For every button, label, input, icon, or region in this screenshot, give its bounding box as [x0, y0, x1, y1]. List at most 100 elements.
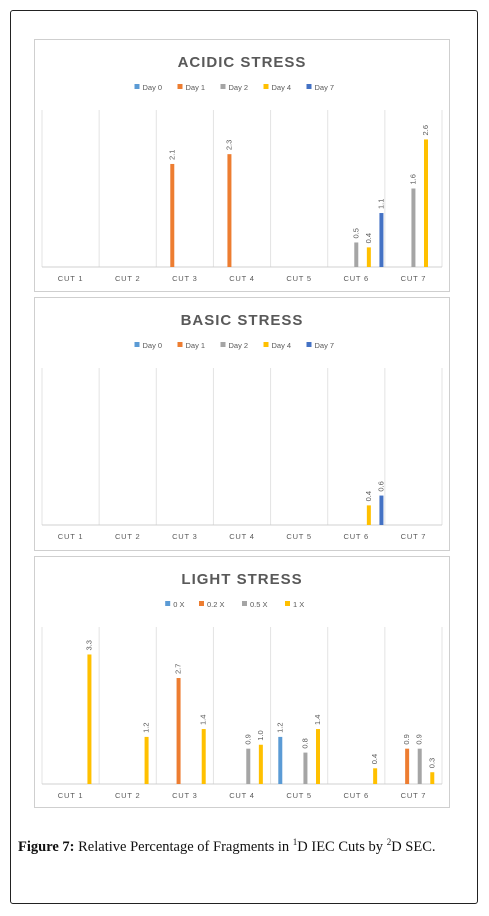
- acidic-stress-tick-label-cut-6: CUT 6: [344, 274, 370, 283]
- figure-frame: [10, 10, 478, 904]
- caption-text-2: D IEC Cuts by: [297, 838, 387, 855]
- light-stress-plot: LIGHT STRESS 0 X 0.2 X 0.5 X 1 X CUT 1 CUT 2 CU…: [41, 571, 443, 800]
- caption-label: Figure 7:: [18, 838, 75, 855]
- light-stress-tick-label-cut-5: CUT 5: [286, 791, 312, 800]
- light-stress-bar-cut-3-0-2-x: [176, 678, 181, 784]
- light-stress-legend-label-0-x: 0 X: [173, 600, 184, 609]
- light-stress-legend-label-0-5-x: 0.5 X: [250, 600, 268, 609]
- light-stress-data-label-cut-6-1-x: 0.4: [370, 754, 379, 764]
- basic-stress-legend-label-day-7: Day 7: [315, 341, 335, 350]
- light-stress-bar-cut-7-1-x: [430, 772, 435, 784]
- acidic-stress-legend-swatch-day-4: [263, 84, 269, 89]
- light-stress-data-label-cut-2-1-x: 1.2: [142, 722, 151, 732]
- light-stress-data-label-cut-3-1-x: 1.4: [199, 715, 208, 725]
- acidic-stress-data-label-cut-7-day-2: 1.6: [408, 174, 417, 184]
- light-stress-legend-swatch-0-5-x: [242, 601, 247, 606]
- basic-stress-legend-label-day-4: Day 4: [272, 341, 292, 350]
- caption-text-3: D SEC.: [391, 838, 436, 855]
- light-stress-legend-swatch-1-x: [285, 601, 290, 606]
- basic-stress-legend-label-day-2: Day 2: [229, 341, 249, 350]
- acidic-stress-data-label-cut-4-day-1: 2.3: [224, 140, 233, 150]
- acidic-stress-legend-swatch-day-2: [220, 84, 226, 89]
- light-stress-tick-label-cut-4: CUT 4: [229, 791, 255, 800]
- acidic-stress-legend-swatch-day-0: [134, 84, 140, 89]
- light-stress-tick-label-cut-3: CUT 3: [172, 791, 198, 800]
- light-stress-legend-swatch-0-2-x: [199, 601, 204, 606]
- light-stress-legend-label-1-x: 1 X: [293, 600, 304, 609]
- light-stress-title: LIGHT STRESS: [181, 571, 302, 588]
- acidic-stress-legend-swatch-day-1: [177, 84, 183, 89]
- acidic-stress-plot: ACIDIC STRESS Day 0 Day 1 Day 2 Day 4 Day 7 CU…: [41, 54, 443, 283]
- basic-stress-tick-label-cut-7: CUT 7: [401, 532, 427, 541]
- acidic-stress-bar-cut-6-day-2: [354, 242, 359, 267]
- light-stress-legend-label-0-2-x: 0.2 X: [207, 600, 225, 609]
- light-stress-data-label-cut-7-1-x: 0.3: [427, 758, 436, 768]
- light-stress-bar-cut-5-1-x: [316, 729, 320, 784]
- light-stress-chart: LIGHT STRESS 0 X 0.2 X 0.5 X 1 X CUT 1 CUT 2 CU…: [34, 556, 450, 808]
- acidic-stress-data-label-cut-3-day-1: 2.1: [167, 150, 176, 160]
- light-stress-data-label-cut-3-0-2-x: 2.7: [174, 664, 183, 674]
- acidic-stress-tick-label-cut-7: CUT 7: [401, 274, 427, 283]
- basic-stress-legend-swatch-day-0: [134, 342, 140, 347]
- acidic-stress-legend-label-day-2: Day 2: [229, 83, 249, 92]
- basic-stress-legend-swatch-day-4: [263, 342, 269, 347]
- light-stress-bar-cut-5-0-x: [278, 736, 283, 784]
- acidic-stress-data-label-cut-6-day-2: 0.5: [351, 228, 360, 238]
- caption-sup-2: 2: [386, 837, 392, 847]
- basic-stress-data-label-cut-6-day-7: 0.6: [376, 481, 385, 491]
- light-stress-bar-cut-2-1-x: [144, 736, 149, 784]
- basic-stress-data-label-cut-6-day-4: 0.4: [364, 491, 373, 501]
- light-stress-data-label-cut-5-1-x: 1.4: [313, 715, 322, 725]
- light-stress-tick-label-cut-1: CUT 1: [58, 791, 84, 800]
- acidic-stress-chart: ACIDIC STRESS Day 0 Day 1 Day 2 Day 4 Day 7 CU…: [34, 39, 450, 292]
- acidic-stress-tick-label-cut-5: CUT 5: [286, 274, 312, 283]
- basic-stress-plot: BASIC STRESS Day 0 Day 1 Day 2 Day 4 Day 7 CUT…: [41, 312, 443, 541]
- light-stress-data-label-cut-4-1-x: 1.0: [256, 730, 265, 740]
- basic-stress-tick-label-cut-3: CUT 3: [172, 532, 198, 541]
- acidic-stress-legend-label-day-4: Day 4: [272, 83, 292, 92]
- basic-stress-bar-cut-6-day-4: [366, 505, 371, 525]
- light-stress-legend-swatch-0-x: [165, 601, 171, 606]
- acidic-stress-bar-cut-4-day-1: [227, 154, 232, 267]
- basic-stress-tick-label-cut-1: CUT 1: [58, 532, 84, 541]
- basic-stress-chart: BASIC STRESS Day 0 Day 1 Day 2 Day 4 Day 7 CUT…: [34, 297, 450, 551]
- light-stress-bar-cut-7-0-2-x: [405, 748, 410, 784]
- basic-stress-legend-swatch-day-7: [306, 342, 312, 347]
- acidic-stress-legend-label-day-0: Day 0: [143, 83, 163, 92]
- light-stress-data-label-cut-4-0-5-x: 0.9: [243, 734, 252, 744]
- acidic-stress-tick-label-cut-3: CUT 3: [172, 274, 198, 283]
- basic-stress-tick-label-cut-4: CUT 4: [229, 532, 255, 541]
- light-stress-data-label-cut-5-0-5-x: 0.8: [300, 738, 309, 748]
- acidic-stress-legend-swatch-day-7: [306, 84, 312, 89]
- light-stress-data-label-cut-7-0-2-x: 0.9: [402, 734, 411, 744]
- caption-sup-1: 1: [292, 837, 298, 847]
- acidic-stress-bar-cut-6-day-4: [366, 247, 371, 267]
- basic-stress-legend-swatch-day-1: [177, 342, 183, 347]
- acidic-stress-data-label-cut-6-day-4: 0.4: [364, 233, 373, 243]
- basic-stress-legend-label-day-1: Day 1: [186, 341, 206, 350]
- acidic-stress-title: ACIDIC STRESS: [178, 54, 307, 71]
- basic-stress-tick-label-cut-5: CUT 5: [286, 532, 312, 541]
- basic-stress-title: BASIC STRESS: [181, 312, 304, 329]
- acidic-stress-bar-cut-6-day-7: [379, 213, 384, 267]
- acidic-stress-tick-label-cut-4: CUT 4: [229, 274, 255, 283]
- basic-stress-bar-cut-6-day-7: [379, 495, 384, 525]
- caption-text-1: Relative Percentage of Fragments in: [74, 838, 293, 855]
- acidic-stress-bar-cut-3-day-1: [170, 163, 175, 267]
- light-stress-bar-cut-5-0-5-x: [303, 752, 308, 784]
- light-stress-data-label-cut-1-1-x: 3.3: [84, 640, 93, 650]
- acidic-stress-data-label-cut-6-day-7: 1.1: [376, 199, 385, 209]
- acidic-stress-bar-cut-7-day-4: [424, 139, 428, 267]
- acidic-stress-bar-cut-7-day-2: [411, 188, 416, 267]
- light-stress-bar-cut-7-0-5-x: [417, 748, 422, 784]
- light-stress-bar-cut-3-1-x: [201, 729, 206, 784]
- light-stress-bar-cut-6-1-x: [373, 768, 378, 784]
- basic-stress-legend-swatch-day-2: [220, 342, 226, 347]
- acidic-stress-legend-label-day-7: Day 7: [315, 83, 335, 92]
- light-stress-tick-label-cut-6: CUT 6: [344, 791, 370, 800]
- light-stress-data-label-cut-5-0-x: 1.2: [275, 722, 284, 732]
- acidic-stress-tick-label-cut-2: CUT 2: [115, 274, 141, 283]
- basic-stress-legend-label-day-0: Day 0: [143, 341, 163, 350]
- light-stress-bar-cut-4-1-x: [258, 744, 263, 784]
- light-stress-bar-cut-4-0-5-x: [246, 748, 251, 784]
